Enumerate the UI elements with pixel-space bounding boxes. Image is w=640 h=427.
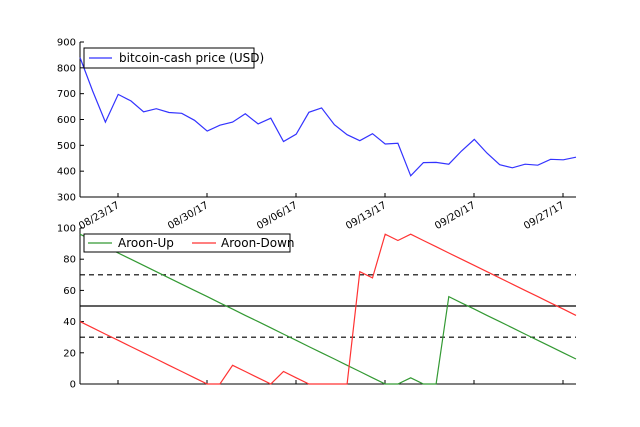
- aroon-ytick-label: 40: [63, 317, 76, 328]
- price-ytick-label: 600: [57, 115, 76, 126]
- price-legend-label: bitcoin-cash price (USD): [119, 51, 264, 65]
- aroon-legend: Aroon-Up Aroon-Down: [83, 233, 295, 253]
- aroon-ytick-label: 100: [57, 224, 76, 235]
- aroon-ytick-label: 60: [63, 286, 76, 297]
- price-xtick-label: 08/30/17: [166, 200, 210, 232]
- price-xtick-label: 09/20/17: [433, 200, 477, 232]
- aroon-down-line: [79, 233, 577, 385]
- price-xtick-label: 09/13/17: [344, 200, 388, 232]
- aroon-panel: 0 20 40 60 80 100 Aroon-Up Aroon-Down: [57, 224, 577, 391]
- aroon-legend-box: [83, 233, 291, 253]
- price-legend: bitcoin-cash price (USD): [83, 47, 264, 69]
- price-xtick-label: 09/27/17: [522, 200, 566, 232]
- aroon-ytick-label: 80: [63, 255, 76, 266]
- aroon-down-legend-label: Aroon-Down: [221, 236, 295, 250]
- price-ytick-label: 900: [57, 38, 76, 49]
- price-panel: 300 400 500 600 700 800 900 08/23/17 08/30/17 09/…: [57, 38, 577, 232]
- aroon-up-line: [79, 233, 577, 385]
- price-ytick-label: 800: [57, 63, 76, 74]
- price-series-line: [79, 57, 577, 177]
- price-xtick-label: 08/23/17: [77, 200, 121, 232]
- aroon-up-legend-label: Aroon-Up: [118, 236, 174, 250]
- price-xtick-label: 09/06/17: [255, 200, 299, 232]
- price-ytick-label: 500: [57, 141, 76, 152]
- aroon-ytick-label: 0: [70, 380, 76, 391]
- price-ytick-label: 300: [57, 193, 76, 204]
- price-ytick-label: 700: [57, 89, 76, 100]
- price-legend-box: [83, 47, 255, 69]
- aroon-ytick-label: 20: [63, 348, 76, 359]
- price-ytick-label: 400: [57, 167, 76, 178]
